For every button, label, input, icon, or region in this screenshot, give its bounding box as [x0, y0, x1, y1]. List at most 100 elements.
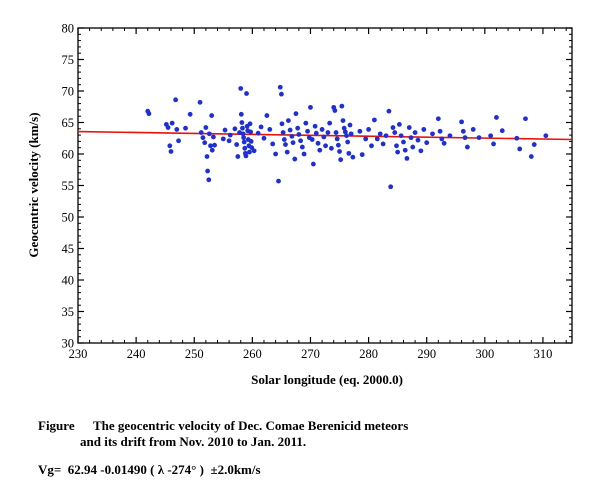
data-point: [279, 91, 284, 97]
data-point: [325, 130, 331, 135]
data-point: [212, 142, 217, 148]
data-point: [499, 128, 505, 134]
data-point: [412, 130, 418, 135]
data-point: [283, 142, 288, 147]
data-point: [415, 137, 421, 143]
data-point: [338, 157, 344, 163]
y-tick-label: 75: [62, 53, 75, 67]
data-point: [312, 123, 318, 129]
data-point: [447, 133, 453, 139]
data-point: [244, 91, 249, 96]
data-point: [281, 137, 287, 142]
data-point: [476, 135, 482, 141]
y-tick-label: 60: [62, 148, 75, 162]
data-point: [301, 151, 307, 157]
data-point: [528, 154, 534, 159]
data-point: [398, 133, 404, 139]
x-tick-label: 310: [534, 347, 553, 361]
data-point: [276, 178, 281, 184]
data-point: [232, 126, 238, 132]
data-point: [289, 133, 295, 139]
data-point: [332, 108, 338, 113]
data-point: [296, 132, 302, 137]
data-point: [295, 125, 301, 131]
data-point: [169, 120, 175, 126]
x-tick-label: 290: [417, 347, 436, 361]
data-point: [341, 125, 347, 131]
data-point: [267, 127, 273, 132]
data-point: [359, 152, 365, 158]
y-tick-label: 50: [62, 211, 75, 225]
data-point: [239, 120, 245, 125]
data-point: [372, 117, 377, 123]
data-point: [437, 128, 443, 134]
caption-label: Figure: [38, 418, 75, 433]
data-point: [203, 125, 209, 130]
data-point: [386, 108, 392, 114]
data-point: [531, 142, 537, 147]
data-point: [227, 132, 233, 138]
data-point: [241, 135, 247, 141]
data-point: [347, 122, 353, 128]
data-point: [543, 133, 549, 139]
data-point: [514, 135, 520, 141]
data-point: [315, 140, 321, 146]
data-point: [439, 136, 445, 142]
data-point: [285, 118, 291, 124]
data-point: [299, 144, 305, 150]
data-point: [292, 156, 298, 162]
y-tick-label: 65: [62, 116, 75, 130]
y-tick-label: 80: [62, 22, 75, 36]
data-point: [206, 177, 212, 183]
plot-frame: [77, 27, 573, 344]
data-point: [241, 139, 247, 145]
data-point: [345, 139, 351, 145]
x-tick-label: 260: [243, 347, 262, 361]
data-point: [310, 161, 316, 167]
data-point: [441, 140, 447, 146]
data-point: [357, 128, 363, 134]
data-point: [303, 120, 309, 126]
data-point: [334, 136, 340, 142]
data-point: [234, 142, 240, 147]
x-axis-title: Solar longitude (eq. 2000.0): [251, 372, 403, 387]
data-point: [209, 147, 215, 153]
data-point: [247, 149, 252, 155]
data-point: [198, 130, 204, 135]
data-point: [205, 168, 211, 174]
data-point: [321, 134, 327, 140]
data-point: [418, 148, 424, 154]
data-point: [317, 147, 323, 153]
data-point: [202, 140, 208, 146]
y-tick-label: 55: [62, 179, 75, 193]
data-point: [146, 111, 152, 117]
data-point: [396, 121, 402, 127]
data-point: [350, 154, 356, 160]
data-point: [273, 151, 278, 157]
data-point: [342, 129, 348, 135]
data-point: [284, 149, 290, 155]
data-point: [247, 121, 253, 127]
x-tick-label: 270: [301, 347, 320, 361]
data-point: [293, 111, 299, 117]
data-point: [406, 125, 412, 130]
data-point: [424, 140, 430, 146]
data-point: [366, 127, 371, 132]
data-point: [348, 131, 354, 137]
data-point: [380, 141, 386, 147]
data-point: [392, 130, 398, 135]
data-point: [176, 138, 181, 144]
data-point: [462, 135, 468, 141]
x-tick-label: 280: [359, 347, 378, 361]
data-point: [277, 84, 283, 90]
data-point: [369, 143, 374, 149]
data-point: [173, 97, 179, 103]
data-point: [235, 154, 241, 159]
data-point: [491, 141, 496, 147]
data-point: [174, 127, 180, 132]
y-tick-label: 30: [62, 337, 75, 351]
data-point: [401, 139, 406, 145]
scatter-chart: 230 240 250 260 270 280 290 300 310 30 35 40 45 50 55 6…: [26, 22, 573, 387]
data-point: [523, 116, 528, 122]
caption-text-line2: and its drift from Nov. 2010 to Jan. 201…: [80, 434, 307, 449]
